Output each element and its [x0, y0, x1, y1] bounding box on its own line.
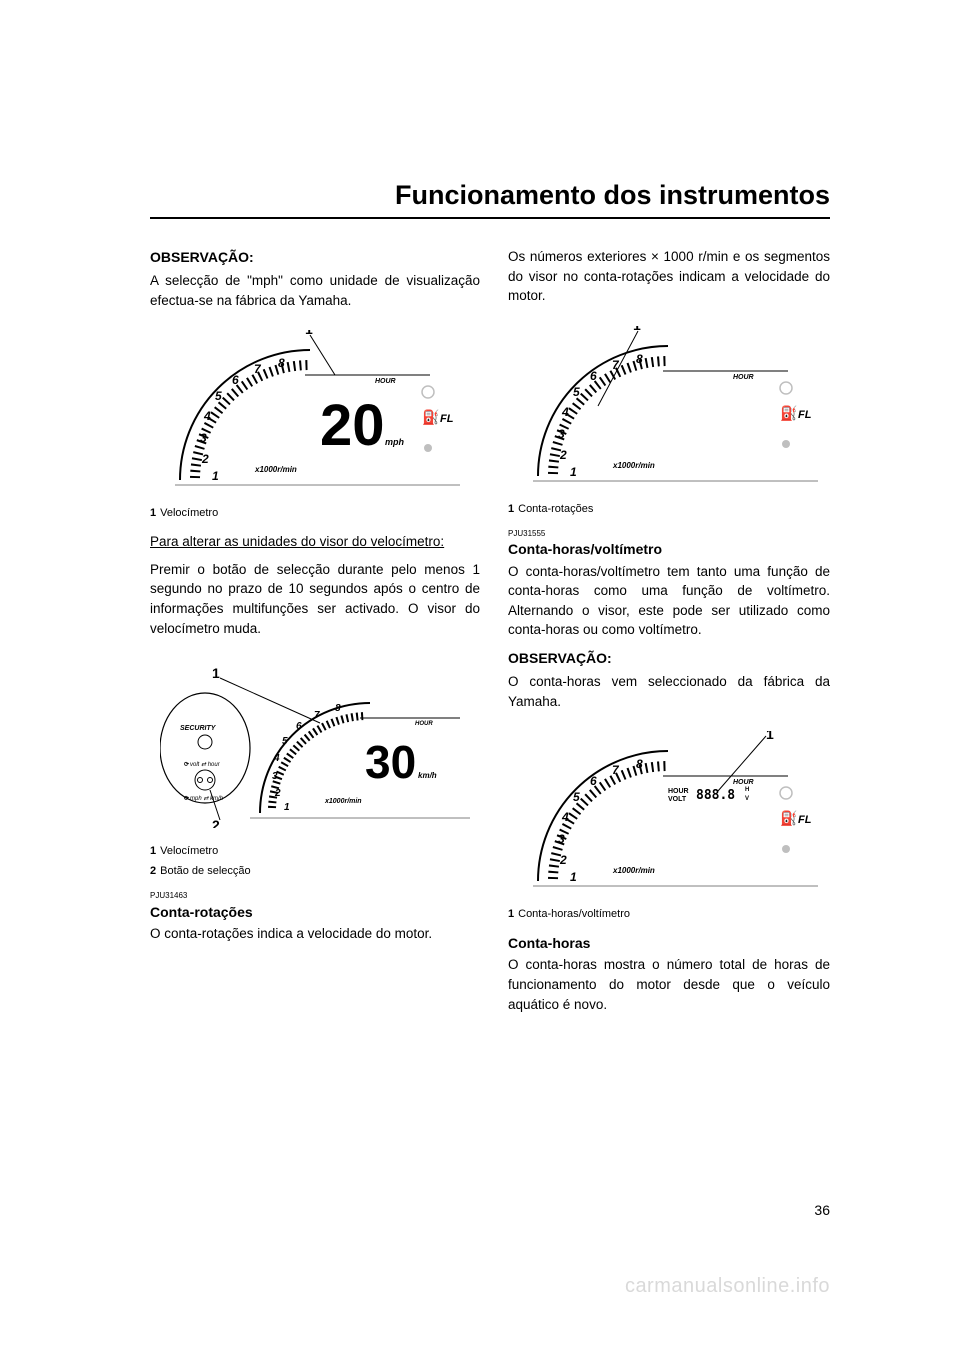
svg-text:4: 4 [273, 753, 280, 764]
svg-text:2: 2 [559, 853, 567, 867]
svg-text:4: 4 [561, 810, 569, 824]
tach-explain: Os números exteriores × 1000 r/min e os … [508, 247, 830, 306]
svg-text:1: 1 [212, 665, 220, 681]
subhead-tachometer: Conta-rotações [150, 902, 480, 922]
observation-label-2: OBSERVAÇÃO: [508, 648, 830, 668]
code-1: PJU31463 [150, 890, 480, 902]
svg-text:2: 2 [559, 448, 567, 462]
subhead-hours: Conta-horas [508, 933, 830, 953]
para-select-button: Premir o botão de selecção durante pelo … [150, 560, 480, 638]
svg-text:1: 1 [570, 870, 577, 884]
svg-text:HOUR: HOUR [733, 374, 754, 381]
svg-text:8: 8 [335, 703, 341, 714]
svg-text:1: 1 [766, 731, 774, 742]
svg-text:VOLT: VOLT [668, 796, 687, 803]
fuel-icon: ⛽ [422, 409, 439, 426]
svg-text:8: 8 [636, 352, 643, 366]
svg-text:1: 1 [570, 465, 577, 479]
observation-text: A selecção de "mph" como unidade de visu… [150, 271, 480, 310]
observation-text-2: O conta-horas vem seleccionado da fábric… [508, 672, 830, 711]
svg-text:1: 1 [633, 326, 641, 333]
figure-hourmeter: 1 2 3 4 5 6 7 8 HOUR HOUR VOLT 888.8 H V [508, 721, 830, 901]
fig2-caption-1: 1Velocímetro [150, 844, 480, 860]
svg-text:HOUR: HOUR [733, 779, 754, 786]
svg-text:mph ⇄ km/h: mph ⇄ km/h [190, 795, 224, 802]
svg-text:1: 1 [284, 802, 290, 813]
code-2: PJU31555 [508, 528, 830, 540]
svg-text:mph: mph [385, 437, 405, 447]
gauge-svg-4: 1 2 3 4 5 6 7 8 HOUR HOUR VOLT 888.8 H V [518, 731, 818, 891]
right-column: Os números exteriores × 1000 r/min e os … [508, 247, 830, 1022]
fig4-caption: 1Conta-horas/voltímetro [508, 907, 830, 923]
svg-text:x1000r/min: x1000r/min [254, 465, 297, 474]
gauge-svg-3: 1 2 3 4 5 6 7 8 HOUR ⛽ FL x1000r/min [518, 326, 818, 486]
page-number: 36 [814, 1202, 830, 1218]
content-columns: OBSERVAÇÃO: A selecção de "mph" como uni… [150, 247, 830, 1022]
fig2-caption-2: 2Botão de selecção [150, 864, 480, 880]
hourmeter-text: O conta-horas/voltímetro tem tanto uma f… [508, 562, 830, 640]
svg-text:2: 2 [212, 817, 220, 828]
figure-speedometer-kmh: SECURITY ⟳ volt ⇄ hour ⟳ mph ⇄ km/h 1 2 … [150, 648, 480, 838]
fig1-caption: 1Velocímetro [150, 506, 480, 522]
svg-text:5: 5 [573, 385, 580, 399]
svg-text:7: 7 [612, 763, 620, 777]
fuel-icon: ⛽ [780, 810, 797, 827]
svg-text:SECURITY: SECURITY [180, 725, 217, 732]
svg-text:V: V [745, 796, 749, 802]
figure-tachometer: 1 2 3 4 5 6 7 8 HOUR ⛽ FL x1000r/min [508, 316, 830, 496]
svg-text:3: 3 [272, 771, 278, 782]
svg-text:30: 30 [365, 736, 416, 788]
svg-text:km/h: km/h [418, 771, 437, 780]
svg-text:2: 2 [201, 452, 209, 466]
gauge-svg-1: 1 2 3 4 5 6 7 8 HOUR ⛽ FL 20 mph x100 [160, 330, 460, 490]
svg-text:6: 6 [232, 373, 239, 387]
svg-text:volt ⇄ hour: volt ⇄ hour [190, 761, 221, 768]
fuel-icon: ⛽ [780, 405, 797, 422]
svg-text:3: 3 [200, 431, 207, 445]
hours-text: O conta-horas mostra o número total de h… [508, 955, 830, 1014]
svg-text:5: 5 [573, 790, 580, 804]
svg-text:7: 7 [314, 710, 320, 721]
svg-text:HOUR: HOUR [415, 721, 433, 727]
svg-text:8: 8 [636, 757, 643, 771]
svg-text:FL: FL [798, 409, 812, 421]
svg-text:x1000r/min: x1000r/min [612, 461, 655, 470]
gauge-svg-2: SECURITY ⟳ volt ⇄ hour ⟳ mph ⇄ km/h 1 2 … [160, 658, 470, 828]
svg-text:H: H [745, 787, 749, 793]
observation-label: OBSERVAÇÃO: [150, 247, 480, 267]
svg-text:FL: FL [440, 413, 454, 425]
svg-text:2: 2 [274, 788, 281, 799]
svg-text:4: 4 [203, 409, 211, 423]
svg-text:20: 20 [320, 393, 385, 458]
svg-text:HOUR: HOUR [375, 378, 396, 385]
svg-text:1: 1 [212, 469, 219, 483]
svg-text:6: 6 [590, 774, 597, 788]
svg-text:1: 1 [305, 330, 313, 337]
page: Funcionamento dos instrumentos OBSERVAÇÃ… [0, 0, 960, 1358]
svg-text:FL: FL [798, 814, 812, 826]
svg-text:888.8: 888.8 [696, 788, 735, 803]
watermark: carmanualsonline.info [625, 1275, 830, 1298]
svg-text:5: 5 [282, 736, 288, 747]
tachometer-text: O conta-rotações indica a velocidade do … [150, 924, 480, 944]
svg-text:6: 6 [296, 721, 302, 732]
svg-text:7: 7 [254, 362, 262, 376]
svg-text:8: 8 [278, 356, 285, 370]
svg-text:4: 4 [561, 405, 569, 419]
left-column: OBSERVAÇÃO: A selecção de "mph" como uni… [150, 247, 480, 1022]
svg-text:x1000r/min: x1000r/min [324, 798, 362, 805]
svg-text:3: 3 [558, 832, 565, 846]
svg-text:5: 5 [215, 389, 222, 403]
svg-text:7: 7 [612, 358, 620, 372]
page-title: Funcionamento dos instrumentos [150, 180, 830, 219]
svg-text:HOUR: HOUR [668, 788, 689, 795]
svg-text:6: 6 [590, 369, 597, 383]
svg-text:x1000r/min: x1000r/min [612, 866, 655, 875]
svg-text:3: 3 [558, 427, 565, 441]
subhead-hourmeter: Conta-horas/voltímetro [508, 539, 830, 559]
figure-speedometer-mph: 1 2 3 4 5 6 7 8 HOUR ⛽ FL 20 mph x100 [150, 320, 480, 500]
underline-text: Para alterar as unidades do visor do vel… [150, 534, 444, 549]
fig3-caption: 1Conta-rotações [508, 502, 830, 518]
